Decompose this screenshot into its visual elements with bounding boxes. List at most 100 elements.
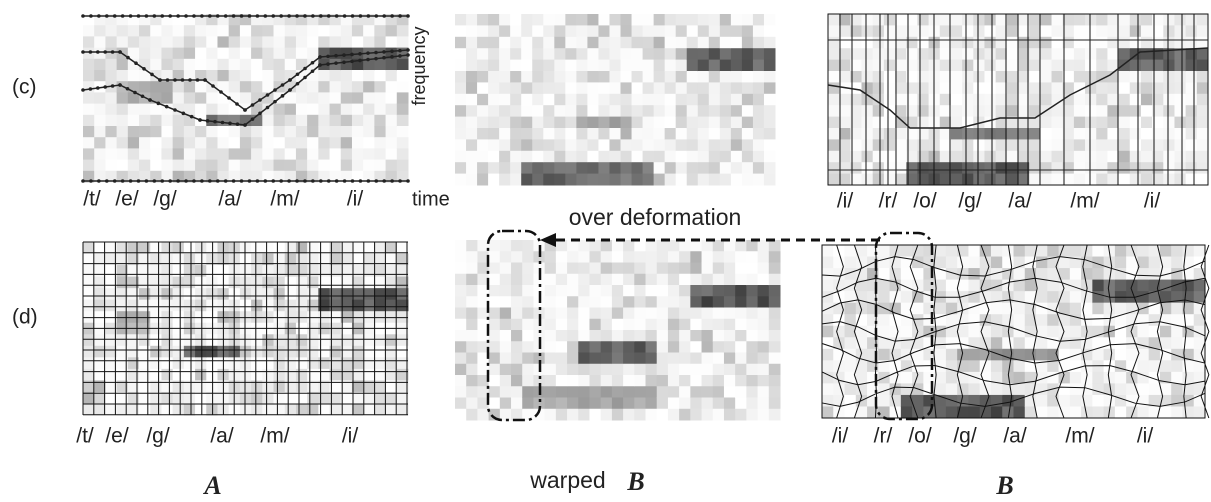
cell [1137,360,1149,372]
cell [1186,71,1198,83]
path-dot [319,14,323,18]
cell [962,71,974,83]
cell [973,139,985,151]
cell [679,251,691,263]
cell [397,70,409,82]
cell [713,398,725,410]
cell [587,105,599,117]
cell [285,160,297,172]
cell [973,151,985,163]
cell [845,337,857,349]
cell [598,151,610,163]
cell [296,277,308,289]
cell [285,126,297,138]
cell [702,386,714,398]
cell [587,162,599,174]
cell [477,174,489,186]
cell [510,151,522,163]
cell [1096,60,1108,72]
cell [1141,82,1153,94]
cell [917,174,929,186]
cell [352,148,364,160]
cell [1119,174,1131,186]
cell [206,92,218,104]
cell [709,60,721,72]
cell [690,375,702,387]
cell [466,296,478,308]
cell [895,25,907,37]
cell [397,81,409,93]
cell [735,296,747,308]
cell [83,288,95,300]
cell [1141,174,1153,186]
cell [845,383,857,395]
cell [1092,245,1104,257]
cell [576,71,588,83]
path-dot [213,120,217,124]
cell [668,398,680,410]
cell [665,14,677,26]
cell [917,14,929,26]
path-dot [113,14,117,18]
cell [643,48,655,60]
cell [709,94,721,106]
cell [576,162,588,174]
cell [105,70,117,82]
cell [1197,151,1209,163]
cell [845,360,857,372]
cell [161,265,173,277]
cell [330,92,342,104]
cell [1186,14,1198,26]
cell [1119,151,1131,163]
cell [720,174,732,186]
cell [646,409,658,421]
cell [556,296,568,308]
cell [554,162,566,174]
cell [1174,139,1186,151]
cell [554,71,566,83]
cell [643,128,655,140]
cell [735,409,747,421]
cell [1107,14,1119,26]
cell [117,25,129,37]
cell [318,160,330,172]
cell [128,392,140,404]
cell [1047,314,1059,326]
cell [951,14,963,26]
cell [731,82,743,94]
cell [83,357,95,369]
cell [488,71,500,83]
cell [742,151,754,163]
cell [758,274,770,286]
path-dot [176,179,180,183]
cell [1040,162,1052,174]
cell [363,148,375,160]
path-dot [153,179,157,183]
cell [341,115,353,127]
cell [724,386,736,398]
cell [545,341,557,353]
cell [1029,71,1041,83]
path-dot [311,69,315,73]
cell [1171,337,1183,349]
path-dot [216,179,220,183]
path-dot [141,94,145,98]
cell [1163,25,1175,37]
path-dot [235,102,239,106]
phoneme-label: /r/ [879,190,898,213]
cell [229,70,241,82]
cell [984,37,996,49]
cell [884,151,896,163]
cell [679,296,691,308]
cell [702,251,714,263]
cell [554,14,566,26]
cell [1141,25,1153,37]
cell [1141,117,1153,129]
path-dot [158,78,162,82]
cell [1107,94,1119,106]
cell [668,251,680,263]
cell [386,357,398,369]
cell [521,25,533,37]
cell [217,137,229,149]
cell [500,409,512,421]
